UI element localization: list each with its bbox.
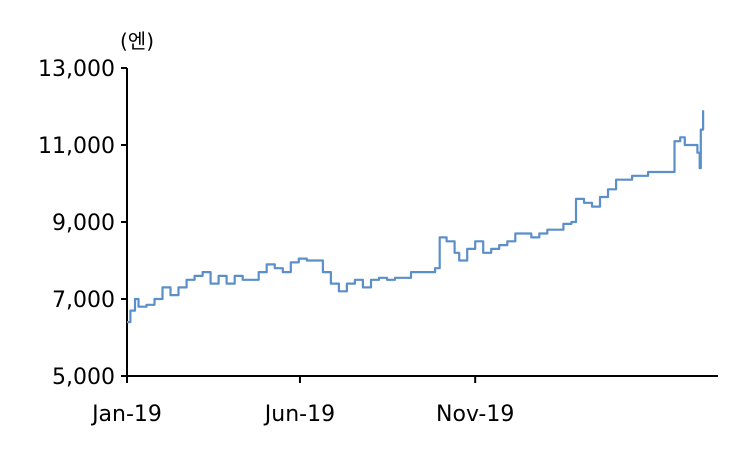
y-axis-unit-label: (엔) bbox=[120, 29, 154, 53]
x-tick-label: Jan-19 bbox=[90, 402, 162, 427]
x-axis-ticks: Jan-19 Jun-19 Nov-19 bbox=[90, 376, 514, 427]
y-axis-ticks: 13,000 11,000 9,000 7,000 5,000 bbox=[38, 57, 127, 390]
y-tick-label: 5,000 bbox=[52, 365, 115, 390]
y-tick-label: 7,000 bbox=[52, 288, 115, 313]
series-layer bbox=[127, 110, 705, 324]
x-tick-label: Jun-19 bbox=[263, 402, 335, 427]
price-series-line bbox=[127, 110, 705, 324]
y-tick-label: 11,000 bbox=[38, 134, 115, 159]
x-tick-label: Nov-19 bbox=[436, 402, 514, 427]
y-tick-label: 13,000 bbox=[38, 57, 115, 82]
y-tick-label: 9,000 bbox=[52, 211, 115, 236]
